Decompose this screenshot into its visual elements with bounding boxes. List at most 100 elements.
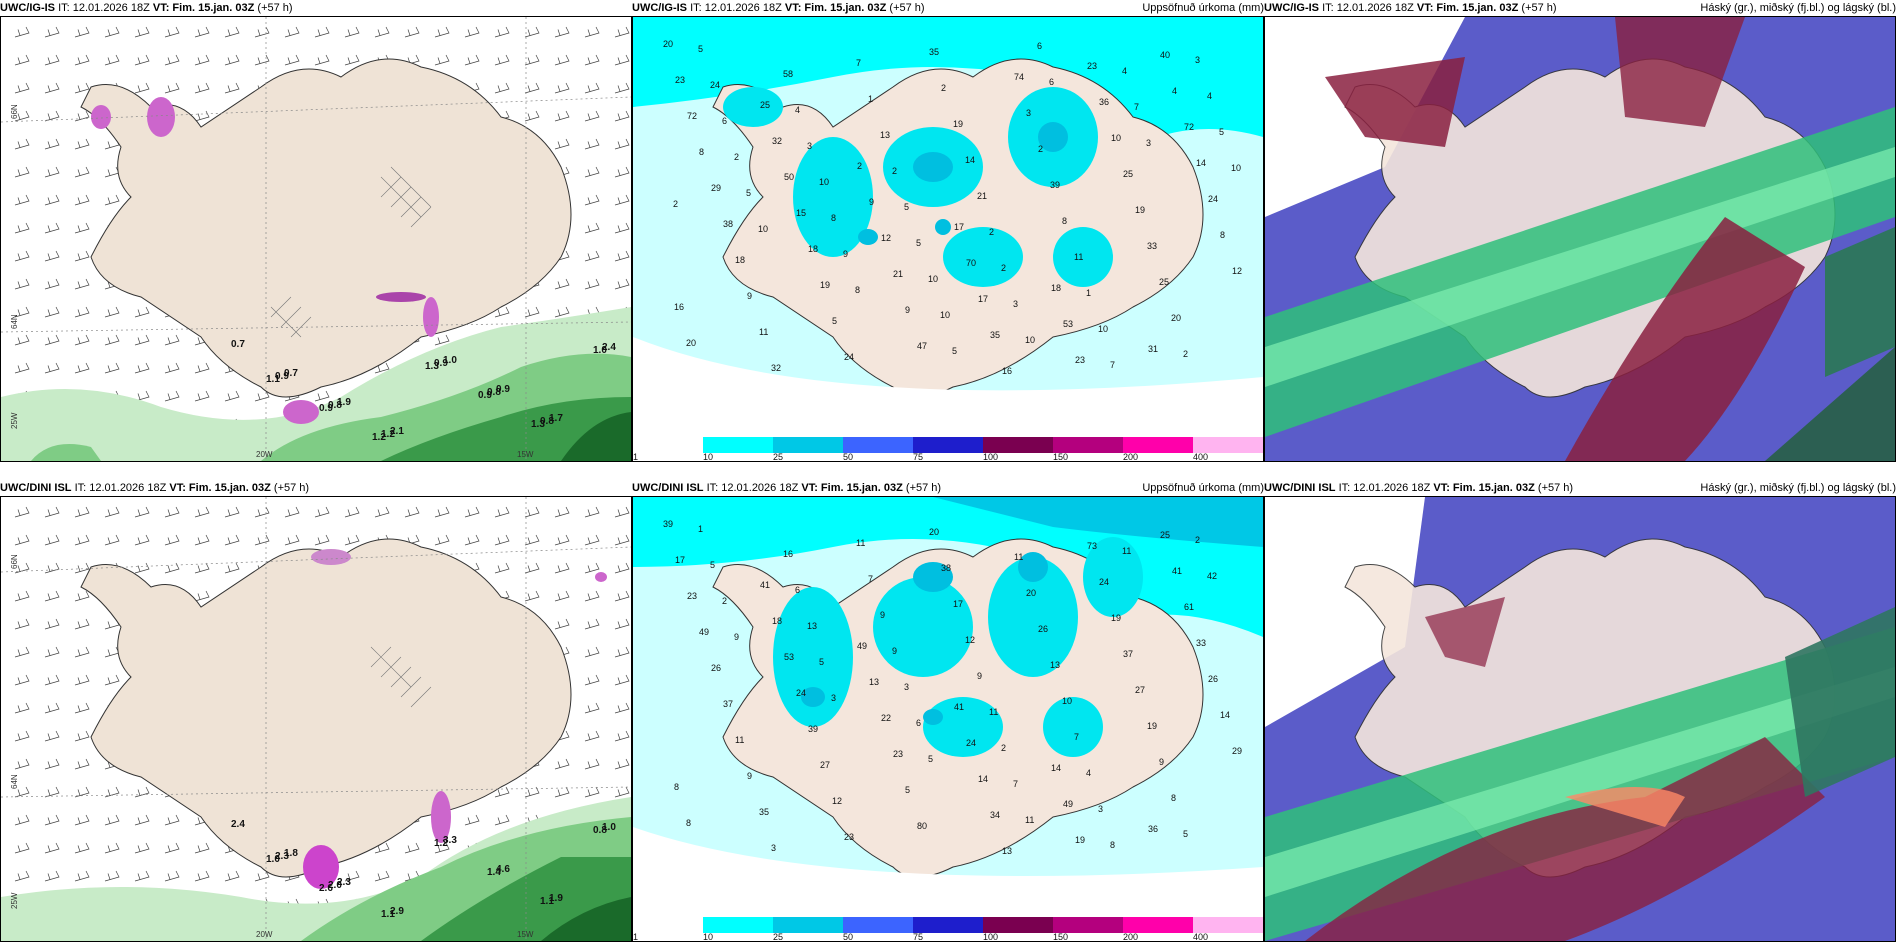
value-label: 16: [783, 549, 793, 559]
value-label: 2.6: [319, 883, 333, 894]
wind-barb: [74, 674, 90, 686]
value-label: 4: [1207, 91, 1212, 101]
wind-barb: [14, 54, 30, 66]
precip-legend: 1 10 25 50 75 100 150 200 400: [633, 917, 1263, 941]
legend-tick: 50: [843, 932, 854, 942]
value-label: 26: [1208, 674, 1218, 684]
map-svg: [1265, 497, 1895, 941]
value-label: 4: [1086, 768, 1091, 778]
wind-barb: [134, 82, 150, 94]
lat64-label: 64N: [10, 314, 19, 329]
wind-barb: [44, 786, 60, 798]
wind-barb: [74, 54, 90, 66]
wind-barb: [164, 870, 180, 882]
wind-barb: [284, 54, 300, 66]
wind-barb: [554, 306, 570, 318]
wind-barb: [614, 506, 630, 518]
wind-barb: [374, 506, 390, 518]
wind-barb: [554, 278, 570, 290]
wind-barb: [14, 842, 30, 854]
wind-barb: [464, 54, 480, 66]
panel-header: UWC/IG-IS IT: 12.01.2026 18Z VT: Fim. 15…: [1264, 0, 1896, 16]
value-label: 9: [977, 671, 982, 681]
wind-barb: [134, 54, 150, 66]
value-label: 18: [808, 244, 818, 254]
init-time: IT: 12.01.2026 18Z: [706, 482, 799, 494]
wind-barb: [134, 334, 150, 346]
wind-barb: [44, 26, 60, 38]
valid-time: VT: Fim. 15.jan. 03Z: [152, 2, 255, 14]
wind-barb: [44, 618, 60, 630]
lead-time: (+57 h): [273, 482, 310, 494]
wind-barb: [524, 562, 540, 574]
wind-barb: [434, 842, 450, 854]
wind-barb: [14, 730, 30, 742]
value-label: 2: [941, 83, 946, 93]
wind-barb: [584, 618, 600, 630]
value-label: 5: [928, 754, 933, 764]
value-label: 8: [1220, 230, 1225, 240]
wind-barb: [104, 334, 120, 346]
legend-tick: 100: [983, 452, 999, 462]
wind-barb: [14, 870, 30, 882]
legend-swatch: [633, 437, 704, 453]
precip-legend: 1 10 25 50 75 100 150 200 400: [633, 437, 1263, 461]
wind-barb: [524, 534, 540, 546]
value-label: 11: [1025, 815, 1034, 825]
wind-barb: [44, 110, 60, 122]
value-label: 15: [796, 208, 806, 218]
value-label: 35: [990, 330, 1000, 340]
value-label: 27: [1135, 685, 1145, 695]
value-label: 13: [1050, 660, 1060, 670]
wind-barb: [44, 758, 60, 770]
precip-core: [858, 122, 1068, 245]
value-label: 2: [892, 166, 897, 176]
value-label: 14: [1220, 710, 1230, 720]
legend-swatch: [983, 437, 1054, 453]
value-label: 36: [1148, 824, 1158, 834]
value-label: 5: [1219, 127, 1224, 137]
wind-barb: [74, 534, 90, 546]
wind-barb: [134, 26, 150, 38]
wind-barb: [494, 306, 510, 318]
wind-barb: [374, 362, 390, 374]
value-label: 25: [1160, 530, 1170, 540]
legend-swatch: [773, 437, 844, 453]
lat66-label: 66N: [10, 104, 19, 119]
value-label: 5: [746, 188, 751, 198]
value-label: 61: [1184, 602, 1194, 612]
value-label: 26: [1038, 624, 1048, 634]
value-label: 22: [881, 713, 891, 723]
value-label: 23: [687, 591, 697, 601]
value-label: 10: [1062, 696, 1072, 706]
snow-pink: [303, 549, 607, 889]
value-label: 5: [710, 560, 715, 570]
wind-barb: [614, 222, 630, 234]
wind-barb: [134, 306, 150, 318]
wind-barb: [164, 334, 180, 346]
wind-barb: [74, 138, 90, 150]
wind-barb: [494, 562, 510, 574]
init-time: IT: 12.01.2026 18Z: [58, 2, 150, 14]
wind-barb: [44, 534, 60, 546]
wind-barb: [74, 786, 90, 798]
value-label: 16: [1002, 366, 1012, 376]
wind-barb: [434, 534, 450, 546]
wind-barb: [74, 506, 90, 518]
panel-dini-cloud: UWC/DINI ISL IT: 12.01.2026 18Z VT: Fim.…: [1264, 480, 1896, 942]
value-label: 1.2: [372, 432, 386, 443]
wind-barb: [194, 362, 210, 374]
value-label: 1.0: [443, 355, 457, 366]
legend-swatch: [1123, 917, 1194, 933]
snow-pink: [91, 97, 439, 424]
value-label: 1: [1086, 288, 1091, 298]
value-label: 2.4: [231, 819, 245, 830]
wind-barb: [14, 362, 30, 374]
lon15-label: 15W: [517, 930, 534, 939]
wind-barb: [224, 54, 240, 66]
panel-header: UWC/DINI ISL IT: 12.01.2026 18Z VT: Fim.…: [632, 480, 1264, 496]
wind-barb: [614, 54, 630, 66]
value-label: 7: [1074, 732, 1079, 742]
wind-barb: [524, 110, 540, 122]
value-label: 11: [1014, 552, 1023, 562]
